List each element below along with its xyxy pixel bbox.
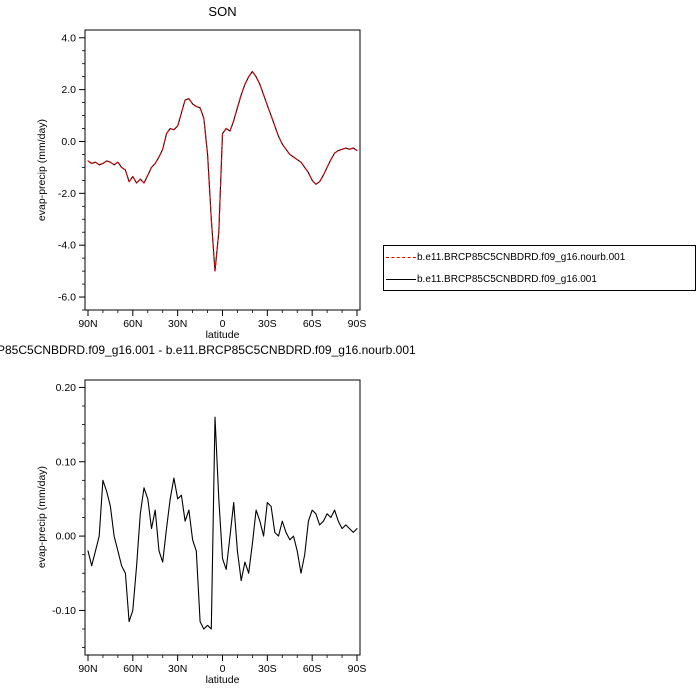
svg-text:-6.0: -6.0 (58, 292, 76, 304)
svg-text:30N: 30N (168, 663, 187, 675)
legend-line-dashed-red-icon (386, 256, 416, 258)
svg-text:60S: 60S (303, 663, 322, 675)
legend: b.e11.BRCP85C5CNBDRD.f09_g16.nourb.001 b… (383, 245, 696, 291)
bottom-chart-ylabel: evap-precip (mm/day) (36, 465, 48, 569)
legend-label-nourb: b.e11.BRCP85C5CNBDRD.f09_g16.nourb.001 (417, 251, 626, 263)
top-chart-ylabel: evap-precip (mm/day) (36, 118, 48, 222)
svg-text:-4.0: -4.0 (58, 240, 76, 252)
svg-text:90S: 90S (348, 318, 367, 330)
svg-text:30S: 30S (258, 663, 277, 675)
svg-text:30N: 30N (168, 318, 187, 330)
svg-text:0: 0 (220, 663, 226, 675)
legend-label-control: b.e11.BRCP85C5CNBDRD.f09_g16.001 (417, 273, 597, 285)
legend-line-solid-black-icon (386, 278, 416, 280)
svg-text:60N: 60N (123, 663, 142, 675)
svg-text:-2.0: -2.0 (58, 188, 76, 200)
svg-text:90S: 90S (348, 663, 367, 675)
svg-text:90N: 90N (78, 663, 97, 675)
svg-text:0.0: 0.0 (61, 136, 76, 148)
svg-text:60N: 60N (123, 318, 142, 330)
top-chart-xlabel: latitude (205, 329, 240, 341)
legend-item-control: b.e11.BRCP85C5CNBDRD.f09_g16.001 (384, 268, 695, 290)
svg-text:-0.10: -0.10 (52, 605, 76, 617)
svg-text:2.0: 2.0 (61, 84, 76, 96)
svg-text:60S: 60S (303, 318, 322, 330)
svg-text:90N: 90N (78, 318, 97, 330)
bottom-chart-title: P85C5CNBDRD.f09_g16.001 - b.e11.BRCP85C5… (0, 343, 416, 357)
bottom-chart-xlabel: latitude (205, 674, 240, 686)
svg-text:4.0: 4.0 (61, 32, 76, 44)
legend-item-nourb: b.e11.BRCP85C5CNBDRD.f09_g16.nourb.001 (384, 246, 695, 268)
svg-text:0.20: 0.20 (56, 382, 77, 394)
svg-text:0.00: 0.00 (56, 531, 77, 543)
svg-text:30S: 30S (258, 318, 277, 330)
svg-text:0.10: 0.10 (56, 456, 77, 468)
top-chart-title: SON (208, 4, 237, 19)
svg-text:0: 0 (220, 318, 226, 330)
